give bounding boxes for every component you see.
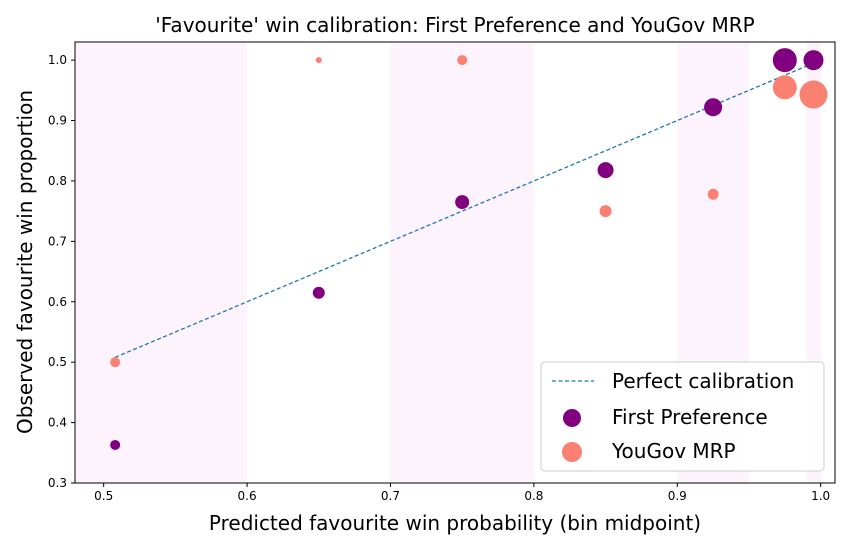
yougov-mrp-point-0 [110, 357, 121, 368]
y-tick-label-0.9: 0.9 [48, 114, 67, 128]
perfect-calibration-line [114, 62, 814, 358]
plot-border [74, 41, 836, 484]
yougov-mrp-point-6 [772, 75, 797, 100]
x-tick-label-0.7: 0.7 [381, 489, 400, 503]
legend-first-preference-label: First Preference [612, 405, 768, 429]
x-tick-label-0.9: 0.9 [668, 489, 687, 503]
first-preference-point-1 [312, 286, 325, 299]
first-preference-point-2 [455, 195, 470, 210]
legend: Perfect calibration First Preference You… [540, 361, 825, 472]
first-preference-point-0 [110, 439, 121, 450]
first-preference-point-5 [772, 48, 797, 73]
y-tick-label-0.5: 0.5 [48, 355, 67, 369]
yougov-mrp-point-1 [315, 57, 322, 64]
x-tick-label-0.8: 0.8 [524, 489, 543, 503]
data-points [110, 48, 828, 450]
yougov-mrp-point-7 [799, 80, 828, 109]
y-tick-label-0.6: 0.6 [48, 295, 67, 309]
plot-frame [74, 41, 836, 484]
shaded-band-1 [390, 42, 534, 483]
first-preference-point-6 [803, 50, 824, 71]
y-axis-label: Observed favourite win proportion [13, 90, 37, 434]
yougov-mrp-point-5 [707, 188, 719, 200]
y-tick-label-0.3: 0.3 [48, 476, 67, 490]
x-tick-label-1.0: 1.0 [811, 489, 830, 503]
shaded-band-0 [75, 42, 248, 483]
yougov-mrp-point-4 [599, 205, 612, 218]
yougov-mrp-point-2 [457, 55, 468, 66]
y-tick-label-0.7: 0.7 [48, 234, 67, 248]
legend-first-preference-marker [563, 409, 581, 427]
legend-box [540, 361, 825, 472]
x-axis-ticks: 0.5 0.6 0.7 0.8 0.9 1.0 [94, 483, 830, 503]
y-tick-label-0.8: 0.8 [48, 174, 67, 188]
legend-yougov-mrp-label: YouGov MRP [611, 439, 736, 463]
chart-title: 'Favourite' win calibration: First Prefe… [155, 13, 754, 37]
x-tick-label-0.6: 0.6 [238, 489, 257, 503]
first-preference-point-3 [597, 162, 614, 179]
legend-yougov-mrp-marker [562, 442, 582, 462]
y-axis-ticks: 0.3 0.4 0.5 0.6 0.7 0.8 0.9 1.0 [48, 53, 75, 490]
legend-perfect-calibration-label: Perfect calibration [612, 369, 794, 393]
perfect-calibration-segment [114, 62, 814, 358]
y-tick-label-1.0: 1.0 [48, 53, 67, 67]
x-tick-label-0.5: 0.5 [94, 489, 113, 503]
x-axis-label: Predicted favourite win probability (bin… [209, 511, 701, 535]
first-preference-point-4 [704, 98, 723, 117]
y-tick-label-0.4: 0.4 [48, 416, 67, 430]
